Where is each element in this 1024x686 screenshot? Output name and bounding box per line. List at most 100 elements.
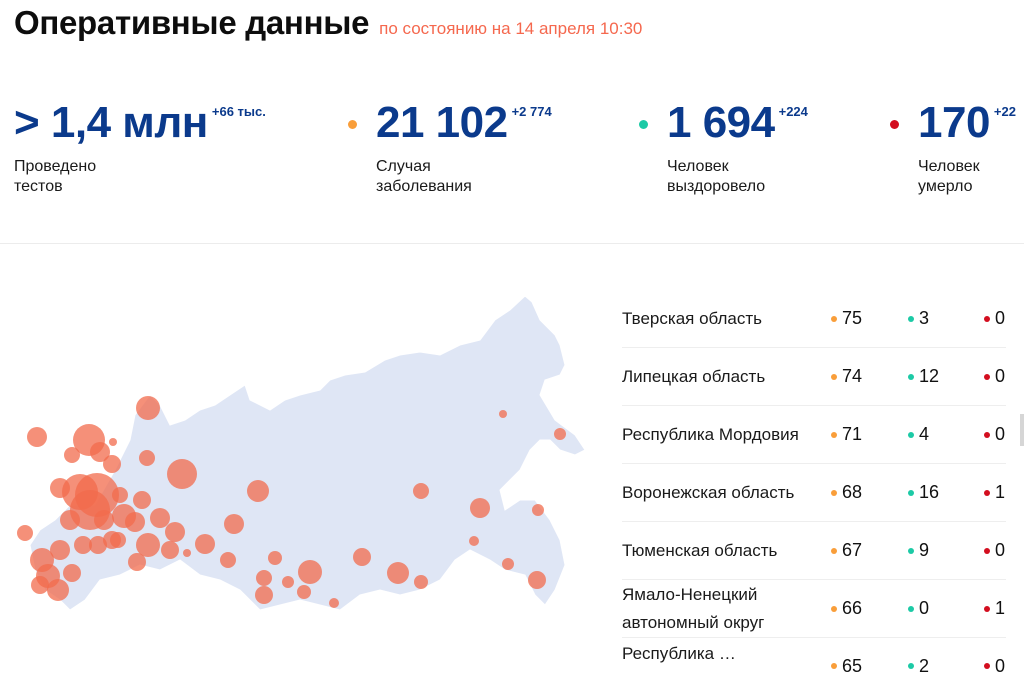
table-scrollbar[interactable] [1020,414,1024,446]
case-bubble[interactable] [31,576,49,594]
stat-value: 1 694 [667,98,775,147]
case-bubble[interactable] [17,525,33,541]
case-bubble[interactable] [195,534,215,554]
case-bubble[interactable] [63,564,81,582]
table-row: Липецкая область 74 12 0 [622,348,1006,406]
stat-value: 21 102 [376,98,508,147]
case-bubble[interactable] [329,598,339,608]
case-bubble[interactable] [165,522,185,542]
section-divider [0,243,1024,244]
case-bubble[interactable] [50,540,70,560]
table-row: Воронежская область 68 16 1 [622,464,1006,522]
case-bubble[interactable] [50,478,70,498]
cases-count: 75 [842,308,863,328]
case-bubble[interactable] [255,586,273,604]
case-bubble[interactable] [90,442,110,462]
case-bubble[interactable] [502,558,514,570]
case-bubble[interactable] [220,552,236,568]
cases-count: 67 [842,540,863,560]
case-bubble[interactable] [413,483,429,499]
cases-dot-icon [831,663,837,669]
cases-dot-icon [831,315,837,322]
recovered-count: 9 [919,540,930,560]
stat-label-line: выздоровело [667,178,766,195]
case-bubble[interactable] [125,512,145,532]
case-bubble[interactable] [470,498,490,518]
case-bubble[interactable] [109,438,117,446]
case-bubble[interactable] [298,560,322,584]
recovered-count: 16 [919,482,940,502]
header: Оперативные данные по состоянию на 14 ап… [14,0,642,48]
case-bubble[interactable] [139,450,155,466]
case-bubble[interactable] [133,491,151,509]
deaths-dot-icon [984,373,990,380]
case-bubble[interactable] [224,514,244,534]
case-bubble[interactable] [353,548,371,566]
case-bubble[interactable] [499,410,507,418]
recovered-cell: 9 [908,522,929,579]
table-row: Республика … 65 2 0 [622,638,1006,686]
cases-dot-icon [831,605,837,612]
case-bubble[interactable] [136,533,160,557]
page-title: Оперативные данные [14,4,370,41]
region-name: Республика … [622,644,736,663]
case-bubble[interactable] [387,562,409,584]
case-bubble[interactable] [136,396,160,420]
deaths-cell: 0 [984,522,1005,579]
table-row: Тверская область 75 3 0 [622,290,1006,348]
case-bubble[interactable] [469,536,479,546]
case-bubble[interactable] [167,459,197,489]
case-bubble[interactable] [414,575,428,589]
case-bubble[interactable] [183,549,191,557]
deaths-dot-icon [984,605,990,612]
case-bubble[interactable] [247,480,269,502]
case-bubble[interactable] [532,504,544,516]
deaths-cell: 0 [984,348,1005,405]
cases-count: 71 [842,424,863,444]
cases-cell: 74 [831,348,862,405]
stat-delta: +2 774 [511,104,552,119]
deaths-cell: 0 [984,406,1005,463]
case-bubble[interactable] [554,428,566,440]
deaths-count: 0 [995,540,1006,560]
case-bubble[interactable] [89,536,107,554]
case-bubble[interactable] [110,532,126,548]
region-name: Ямало-Ненецкий автономный округ [622,584,765,632]
case-bubble[interactable] [256,570,272,586]
cases-cell: 65 [831,638,862,686]
cases-count: 74 [842,366,863,386]
recovered-dot-icon [908,547,914,554]
region-name: Липецкая область [622,366,766,386]
case-bubble[interactable] [268,551,282,565]
case-bubble[interactable] [60,510,80,530]
deaths-cell: 1 [984,580,1005,637]
stat-label-line: Человек [918,158,980,175]
cases-count: 68 [842,482,863,502]
case-bubble[interactable] [150,508,170,528]
recovered-count: 2 [919,655,930,676]
stat-label-line: Случая [376,158,431,175]
stat-recovered: 1 694 +224 Человек выздоровело [639,96,808,197]
stat-label-line: умерло [918,178,973,195]
case-bubble[interactable] [161,541,179,559]
table-row: Тюменская область 67 9 0 [622,522,1006,580]
case-bubble[interactable] [297,585,311,599]
cases-cell: 68 [831,464,862,521]
case-bubble[interactable] [528,571,546,589]
recovered-cell: 12 [908,348,939,405]
case-bubble[interactable] [103,455,121,473]
case-bubble[interactable] [74,536,92,554]
case-bubble[interactable] [94,510,114,530]
deaths-count: 0 [995,424,1006,444]
cases-cell: 75 [831,290,862,347]
deaths-dot-icon [984,489,990,496]
russia-map-icon[interactable] [0,280,600,620]
case-bubble[interactable] [112,487,128,503]
case-bubble[interactable] [27,427,47,447]
case-bubble[interactable] [64,447,80,463]
case-bubble[interactable] [47,579,69,601]
stat-tests: > 1,4 млн +66 тыс. Проведено тестов [14,96,266,197]
deaths-dot-icon [984,663,990,669]
case-bubble[interactable] [282,576,294,588]
case-bubble[interactable] [128,553,146,571]
